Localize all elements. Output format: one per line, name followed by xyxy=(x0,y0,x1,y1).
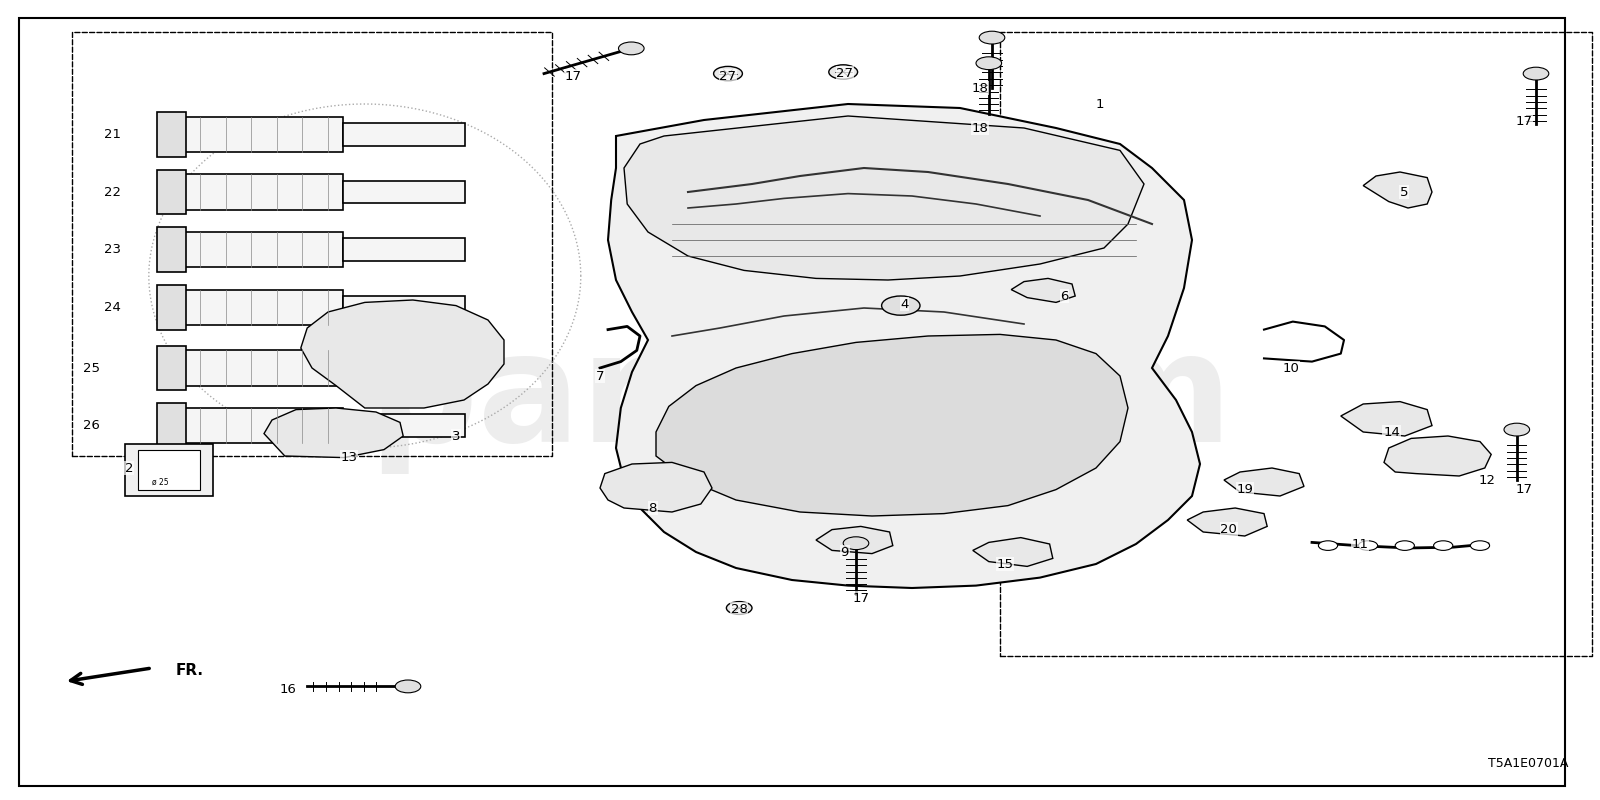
Bar xyxy=(344,123,466,146)
Circle shape xyxy=(976,57,1002,70)
Text: parts.com: parts.com xyxy=(368,326,1232,474)
Text: FR.: FR. xyxy=(176,663,205,678)
Bar xyxy=(157,346,186,390)
Polygon shape xyxy=(1224,468,1304,496)
Circle shape xyxy=(619,42,645,54)
Text: 7: 7 xyxy=(595,370,605,382)
Text: 13: 13 xyxy=(341,451,357,464)
Circle shape xyxy=(395,680,421,693)
Polygon shape xyxy=(264,408,403,458)
Polygon shape xyxy=(608,104,1200,588)
Text: 2: 2 xyxy=(125,462,133,474)
Text: 1: 1 xyxy=(1096,98,1104,110)
Circle shape xyxy=(843,537,869,550)
Text: 24: 24 xyxy=(104,301,122,314)
Circle shape xyxy=(1504,423,1530,436)
Bar xyxy=(176,117,344,152)
Text: 14: 14 xyxy=(1382,426,1400,438)
Text: 4: 4 xyxy=(901,298,909,310)
Bar xyxy=(157,170,186,214)
Circle shape xyxy=(829,65,858,79)
Bar xyxy=(157,285,186,330)
Circle shape xyxy=(726,602,752,614)
Bar xyxy=(176,232,344,267)
Text: T5A1E0701A: T5A1E0701A xyxy=(1488,757,1568,770)
Bar xyxy=(344,414,466,437)
Text: 16: 16 xyxy=(280,683,298,696)
Text: 17: 17 xyxy=(565,70,581,82)
Text: 6: 6 xyxy=(1061,290,1069,302)
Circle shape xyxy=(714,66,742,81)
Text: ø 25: ø 25 xyxy=(152,478,168,487)
Text: 18: 18 xyxy=(971,82,989,94)
Text: 27: 27 xyxy=(837,67,853,80)
Polygon shape xyxy=(1363,172,1432,208)
Bar xyxy=(344,357,466,379)
Polygon shape xyxy=(1384,436,1491,476)
Text: 17: 17 xyxy=(1515,483,1533,496)
Text: 15: 15 xyxy=(997,558,1013,570)
Bar xyxy=(176,290,344,325)
Text: 17: 17 xyxy=(1515,115,1533,128)
Bar xyxy=(344,181,466,203)
Circle shape xyxy=(1318,541,1338,550)
Bar xyxy=(176,350,344,386)
Polygon shape xyxy=(656,334,1128,516)
Bar xyxy=(157,112,186,157)
Bar xyxy=(176,174,344,210)
Bar xyxy=(138,450,200,490)
Bar xyxy=(344,238,466,261)
Polygon shape xyxy=(973,538,1053,566)
Circle shape xyxy=(1434,541,1453,550)
Text: 25: 25 xyxy=(83,362,101,374)
Text: 11: 11 xyxy=(1352,538,1368,550)
Circle shape xyxy=(882,296,920,315)
Text: 26: 26 xyxy=(83,419,101,432)
Text: 19: 19 xyxy=(1237,483,1253,496)
Circle shape xyxy=(1523,67,1549,80)
Bar xyxy=(125,444,213,496)
Polygon shape xyxy=(1187,508,1267,536)
Text: 28: 28 xyxy=(731,603,747,616)
Polygon shape xyxy=(600,462,712,512)
Polygon shape xyxy=(624,116,1144,280)
Circle shape xyxy=(979,31,1005,44)
Polygon shape xyxy=(816,526,893,554)
Polygon shape xyxy=(1341,402,1432,436)
Bar xyxy=(344,296,466,318)
Bar xyxy=(157,227,186,272)
Text: 10: 10 xyxy=(1282,362,1299,374)
Polygon shape xyxy=(301,300,504,408)
Text: 9: 9 xyxy=(840,546,850,558)
Bar xyxy=(176,408,344,443)
Text: 5: 5 xyxy=(1400,186,1408,198)
Polygon shape xyxy=(1011,278,1075,302)
Text: 20: 20 xyxy=(1221,523,1237,536)
Text: 17: 17 xyxy=(853,592,869,605)
Circle shape xyxy=(1358,541,1378,550)
Text: 18: 18 xyxy=(971,122,989,134)
Circle shape xyxy=(1395,541,1414,550)
Text: 27: 27 xyxy=(720,70,736,82)
Text: 3: 3 xyxy=(451,430,461,442)
Text: 21: 21 xyxy=(104,128,122,141)
Bar xyxy=(157,403,186,448)
Text: 22: 22 xyxy=(104,186,122,198)
Circle shape xyxy=(1470,541,1490,550)
Text: 8: 8 xyxy=(648,502,658,514)
Text: 23: 23 xyxy=(104,243,122,256)
Text: 12: 12 xyxy=(1478,474,1496,486)
